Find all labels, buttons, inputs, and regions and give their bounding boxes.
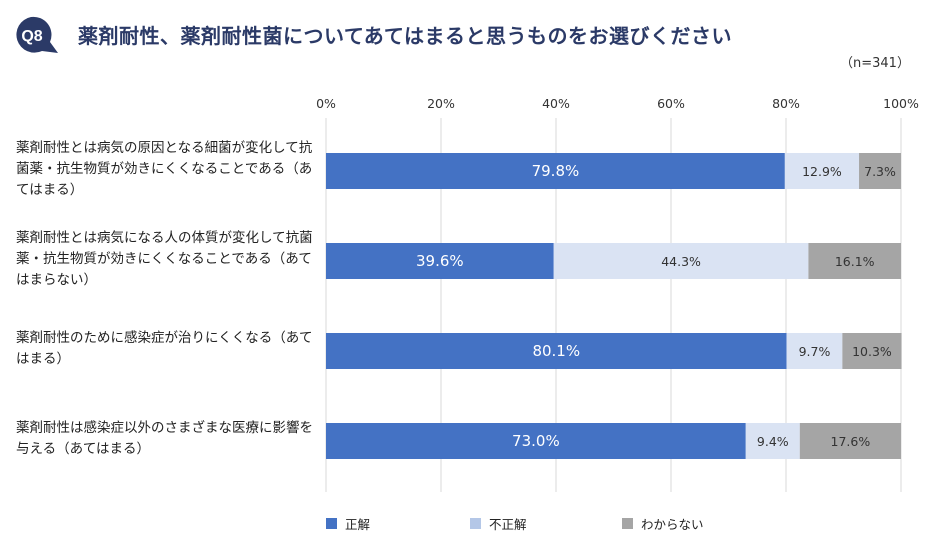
- data-label-correct: 79.8%: [532, 162, 580, 180]
- bar-segment-unknown: [859, 153, 901, 189]
- bar-segment-incorrect: [784, 153, 860, 189]
- category-label: 薬剤耐性のために感染症が治りにくくなる（あてはまる）: [16, 330, 313, 367]
- data-label-correct: 73.0%: [512, 432, 560, 450]
- data-label-unknown: 10.3%: [852, 344, 892, 359]
- data-label-incorrect: 9.7%: [799, 344, 831, 359]
- bar-segment-unknown: [842, 333, 902, 369]
- bar-segment-incorrect: [553, 243, 809, 279]
- bar-segment-unknown: [808, 243, 901, 279]
- question-badge: Q8: [16, 16, 58, 53]
- legend-item-incorrect: 不正解: [470, 514, 527, 532]
- bar-segment-correct: [326, 153, 785, 189]
- x-tick-label: 20%: [427, 96, 455, 111]
- data-label-incorrect: 44.3%: [661, 254, 701, 269]
- x-tick-label: 80%: [772, 96, 800, 111]
- x-tick-label: 40%: [542, 96, 570, 111]
- legend-swatch-unknown: [622, 517, 633, 529]
- x-tick-label: 100%: [883, 96, 919, 111]
- bar-segment-incorrect: [745, 423, 800, 459]
- legend-label-incorrect: 不正解: [489, 516, 527, 532]
- badge-text: Q8: [21, 28, 42, 45]
- bar-segment-correct: [326, 333, 787, 369]
- data-label-unknown: 16.1%: [835, 254, 875, 269]
- legend-label-unknown: わからない: [641, 516, 704, 532]
- legend-item-correct: 正解: [326, 514, 370, 532]
- x-tick-label: 0%: [316, 96, 336, 111]
- legend-label-correct: 正解: [345, 516, 371, 532]
- page-title: 薬剤耐性、薬剤耐性菌についてあてはまると思うものをお選びください: [78, 24, 732, 48]
- legend-swatch-correct: [326, 517, 337, 529]
- badge-bubble-shape: [16, 16, 58, 53]
- data-label-incorrect: 9.4%: [757, 434, 789, 449]
- bar-segment-incorrect: [786, 333, 843, 369]
- bars: 79.8% 12.9% 7.3% 39.6% 44.3% 16.1% 80.1% 9.7% 10…: [326, 153, 902, 459]
- data-label-correct: 39.6%: [416, 252, 464, 270]
- data-label-incorrect: 12.9%: [802, 164, 842, 179]
- x-axis-ticks: 0% 20% 40% 60% 80% 100%: [316, 96, 919, 111]
- category-label: 薬剤耐性は感染症以外のさまざまな医療に影響を与える（あてはまる）: [16, 420, 313, 457]
- data-label-unknown: 7.3%: [864, 164, 896, 179]
- bar-segment-unknown: [799, 423, 901, 459]
- legend-swatch-incorrect: [470, 517, 481, 529]
- legend-item-unknown: わからない: [622, 514, 704, 532]
- data-label-correct: 80.1%: [532, 342, 580, 360]
- bar-segment-correct: [326, 243, 554, 279]
- bar-segment-correct: [326, 423, 746, 459]
- data-label-unknown: 17.6%: [831, 434, 871, 449]
- category-label: 薬剤耐性とは病気の原因となる細菌が変化して抗菌薬・抗生物質が効きにくくなることで…: [16, 140, 313, 198]
- x-tick-label: 60%: [657, 96, 685, 111]
- sample-size-note: （n=341）: [840, 56, 910, 71]
- category-label: 薬剤耐性とは病気になる人の体質が変化して抗菌薬・抗生物質が効きにくくなることであ…: [16, 230, 313, 288]
